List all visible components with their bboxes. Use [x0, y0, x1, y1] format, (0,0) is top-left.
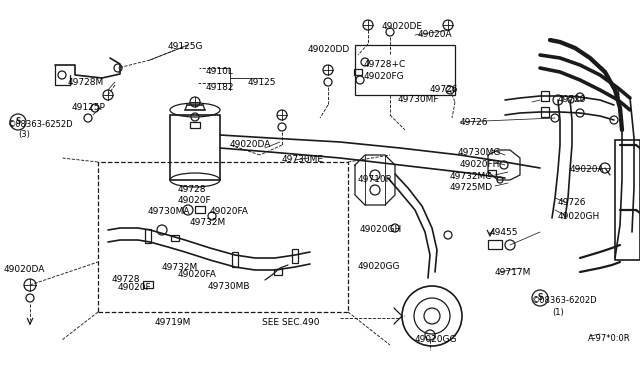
- Text: 49726: 49726: [430, 85, 458, 94]
- Text: 49728: 49728: [112, 275, 141, 284]
- Text: 49020DA: 49020DA: [4, 265, 45, 274]
- Text: 49020FA: 49020FA: [210, 207, 249, 216]
- Bar: [615, 140, 640, 260]
- Bar: [541, 107, 549, 117]
- Text: 49125: 49125: [248, 78, 276, 87]
- Text: 49725MD: 49725MD: [450, 183, 493, 192]
- Text: SEE SEC.490: SEE SEC.490: [262, 318, 319, 327]
- Text: 49020GH: 49020GH: [558, 212, 600, 221]
- Text: 49020GG: 49020GG: [358, 262, 401, 271]
- Text: S: S: [538, 294, 543, 302]
- Text: 49732M: 49732M: [190, 218, 227, 227]
- Bar: [488, 240, 502, 249]
- Text: 49182: 49182: [206, 83, 234, 92]
- Text: ©08363-6202D: ©08363-6202D: [532, 296, 598, 305]
- Text: 49020FG: 49020FG: [364, 72, 404, 81]
- Text: 49730MA: 49730MA: [148, 207, 191, 216]
- Text: ©08363-6252D: ©08363-6252D: [8, 120, 74, 129]
- Bar: [541, 91, 549, 101]
- Text: 49020DA: 49020DA: [230, 140, 271, 149]
- Text: 49728: 49728: [178, 185, 207, 194]
- Text: 49020DD: 49020DD: [308, 45, 350, 54]
- Text: A-97*0:0R: A-97*0:0R: [588, 334, 630, 343]
- Text: 49455: 49455: [490, 228, 518, 237]
- Text: 49020GH: 49020GH: [360, 225, 403, 234]
- Text: 49726: 49726: [460, 118, 488, 127]
- Bar: [98, 162, 348, 312]
- Text: 49728M: 49728M: [68, 78, 104, 87]
- Text: 49020DE: 49020DE: [382, 22, 423, 31]
- Bar: [195, 206, 205, 213]
- Text: 49730MB: 49730MB: [208, 282, 250, 291]
- Text: 49125G: 49125G: [168, 42, 204, 51]
- Text: 49726: 49726: [558, 198, 586, 207]
- Text: 49730MF: 49730MF: [398, 95, 440, 104]
- Text: 49020FH: 49020FH: [460, 160, 500, 169]
- Text: 49020F: 49020F: [118, 283, 152, 292]
- Bar: [354, 69, 362, 75]
- Text: 49728+C: 49728+C: [364, 60, 406, 69]
- Text: 49020A: 49020A: [418, 30, 452, 39]
- Bar: [232, 252, 238, 267]
- Bar: [170, 115, 220, 180]
- Text: 49732M: 49732M: [162, 263, 198, 272]
- Bar: [143, 281, 153, 288]
- Text: 49020F: 49020F: [178, 196, 212, 205]
- Bar: [274, 269, 282, 275]
- Text: 49730MG: 49730MG: [458, 148, 501, 157]
- Text: 4910L: 4910L: [206, 67, 234, 76]
- Bar: [171, 235, 179, 241]
- Text: 49719M: 49719M: [155, 318, 191, 327]
- Text: 49125P: 49125P: [72, 103, 106, 112]
- Bar: [190, 122, 200, 128]
- Bar: [292, 249, 298, 263]
- Text: 49710R: 49710R: [358, 175, 393, 184]
- Text: 49720: 49720: [558, 95, 586, 104]
- Bar: [355, 45, 455, 95]
- Text: 49020GG: 49020GG: [415, 335, 458, 344]
- Text: S: S: [15, 118, 20, 126]
- Text: 49020A: 49020A: [570, 165, 605, 174]
- Text: 49730ME: 49730ME: [282, 155, 324, 164]
- Text: 49732MC: 49732MC: [450, 172, 493, 181]
- Text: (1): (1): [552, 308, 564, 317]
- Text: 49717M: 49717M: [495, 268, 531, 277]
- Bar: [145, 229, 151, 243]
- Text: (3): (3): [18, 130, 30, 139]
- Text: 49020FA: 49020FA: [178, 270, 217, 279]
- Bar: [488, 170, 496, 176]
